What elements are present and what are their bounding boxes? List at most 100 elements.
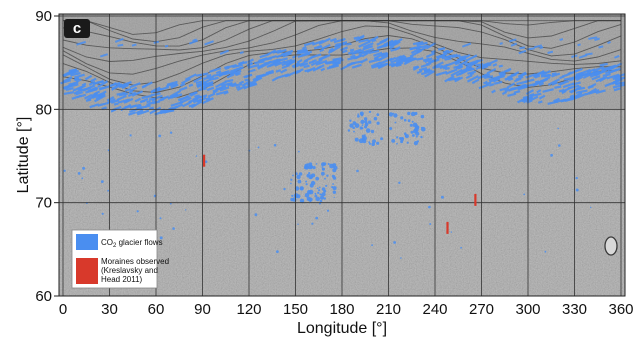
glacier-flow-mark — [276, 73, 290, 79]
glacier-flow-mark — [203, 80, 214, 87]
glacier-flow-mark — [377, 54, 389, 62]
glacier-flow-mark — [291, 194, 294, 197]
glacier-flow-mark — [492, 77, 501, 83]
glacier-flow-mark — [523, 82, 536, 89]
glacier-flow-mark — [570, 91, 583, 101]
glacier-flow-mark — [376, 44, 386, 50]
glacier-flow-mark — [109, 81, 121, 88]
glacier-flow-mark — [215, 70, 222, 75]
glacier-flow-mark — [425, 52, 436, 59]
glacier-flow-mark — [410, 130, 414, 134]
x-tick-label: 180 — [329, 301, 354, 318]
glacier-flow-mark — [410, 47, 421, 55]
glacier-flow-mark — [125, 99, 130, 104]
glacier-flow-mark — [70, 72, 81, 77]
glacier-flow-mark — [326, 209, 330, 212]
glacier-flow-mark — [462, 42, 472, 48]
glacier-flow-mark — [544, 250, 547, 253]
glacier-flow-mark — [444, 66, 450, 71]
glacier-flow-mark — [201, 83, 214, 89]
glacier-flow-mark — [416, 69, 423, 75]
glacier-flow-mark — [390, 58, 402, 64]
glacier-flow-mark — [614, 55, 620, 59]
glacier-flow-mark — [271, 76, 278, 82]
glacier-flow-mark — [515, 75, 524, 81]
y-tick-label: 70 — [35, 195, 52, 212]
glacier-flow-mark — [315, 163, 318, 165]
moraine-marker — [446, 221, 449, 234]
glacier-flow-mark — [554, 85, 562, 89]
glacier-flow-mark — [542, 88, 554, 93]
glacier-flow-mark — [398, 181, 401, 184]
glacier-flow-mark — [592, 66, 605, 72]
glacier-flow-mark — [585, 87, 598, 96]
glacier-flow-mark — [376, 113, 380, 116]
glacier-flow-mark — [107, 189, 109, 192]
y-tick-label: 90 — [35, 8, 52, 25]
glacier-flow-mark — [601, 66, 613, 73]
glacier-flow-mark — [121, 83, 130, 88]
glacier-flow-mark — [333, 196, 335, 198]
glacier-flow-mark — [309, 183, 314, 188]
glacier-flow-mark — [169, 202, 172, 205]
glacier-flow-mark — [215, 90, 229, 96]
glacier-flow-mark — [392, 112, 395, 115]
glacier-flow-mark — [158, 134, 162, 138]
glacier-flow-mark — [399, 137, 402, 140]
glacier-flow-mark — [63, 169, 66, 172]
glacier-flow-mark — [184, 209, 187, 211]
glacier-flow-mark — [353, 54, 363, 60]
glacier-flow-mark — [614, 81, 622, 86]
x-tick-label: 150 — [283, 301, 308, 318]
glacier-flow-clusters — [63, 110, 592, 259]
glacier-flow-mark — [547, 50, 554, 54]
glacier-flow-mark — [422, 57, 430, 62]
glacier-flow-mark — [94, 90, 101, 95]
glacier-flow-mark — [435, 52, 448, 59]
glacier-flow-mark — [116, 94, 127, 101]
glacier-flow-mark — [190, 100, 203, 109]
glacier-flow-mark — [174, 93, 183, 98]
glacier-flow-mark — [292, 174, 294, 177]
glacier-flow-mark — [467, 59, 479, 66]
glacier-flow-mark — [226, 73, 235, 79]
glacier-flow-mark — [569, 94, 575, 99]
glacier-flow-mark — [537, 76, 551, 84]
glacier-flow-mark — [557, 80, 570, 86]
glacier-flow-mark — [443, 49, 450, 55]
glacier-flow-mark — [136, 109, 150, 116]
glacier-flow-mark — [82, 166, 86, 170]
glacier-flow-mark — [612, 83, 625, 89]
glacier-flow-mark — [573, 67, 583, 73]
glacier-flow-mark — [219, 49, 230, 55]
x-tick-label: 210 — [376, 301, 401, 318]
glacier-flow-mark — [198, 94, 208, 99]
glacier-flow-mark — [411, 120, 414, 123]
glacier-flow-mark — [311, 39, 325, 46]
glacier-flow-mark — [97, 102, 107, 107]
glacier-flow-mark — [231, 83, 243, 88]
glacier-flow-mark — [501, 90, 508, 96]
glacier-flow-mark — [332, 186, 337, 191]
glacier-flow-mark — [390, 61, 404, 68]
legend-swatch-moraines — [76, 258, 98, 284]
glacier-flow-mark — [517, 95, 530, 104]
glacier-flow-mark — [453, 53, 459, 58]
glacier-flow-mark — [290, 197, 294, 202]
glacier-flow-mark — [306, 196, 311, 201]
glacier-flow-mark — [116, 91, 126, 96]
glacier-flow-mark — [362, 135, 367, 141]
glacier-flow-mark — [86, 94, 97, 101]
glacier-flow-mark — [359, 111, 364, 116]
glacier-flow-mark — [575, 75, 584, 82]
glacier-flow-mark — [491, 89, 496, 94]
glacier-flow-mark — [506, 82, 516, 89]
x-tick-label: 300 — [515, 301, 540, 318]
glacier-flow-mark — [420, 69, 433, 76]
glacier-flow-mark — [224, 79, 234, 83]
glacier-flow-mark — [368, 141, 371, 144]
glacier-flow-mark — [412, 65, 420, 71]
glacier-flow-mark — [543, 73, 552, 78]
glacier-flow-mark — [97, 80, 109, 88]
glacier-flow-mark — [321, 171, 325, 176]
